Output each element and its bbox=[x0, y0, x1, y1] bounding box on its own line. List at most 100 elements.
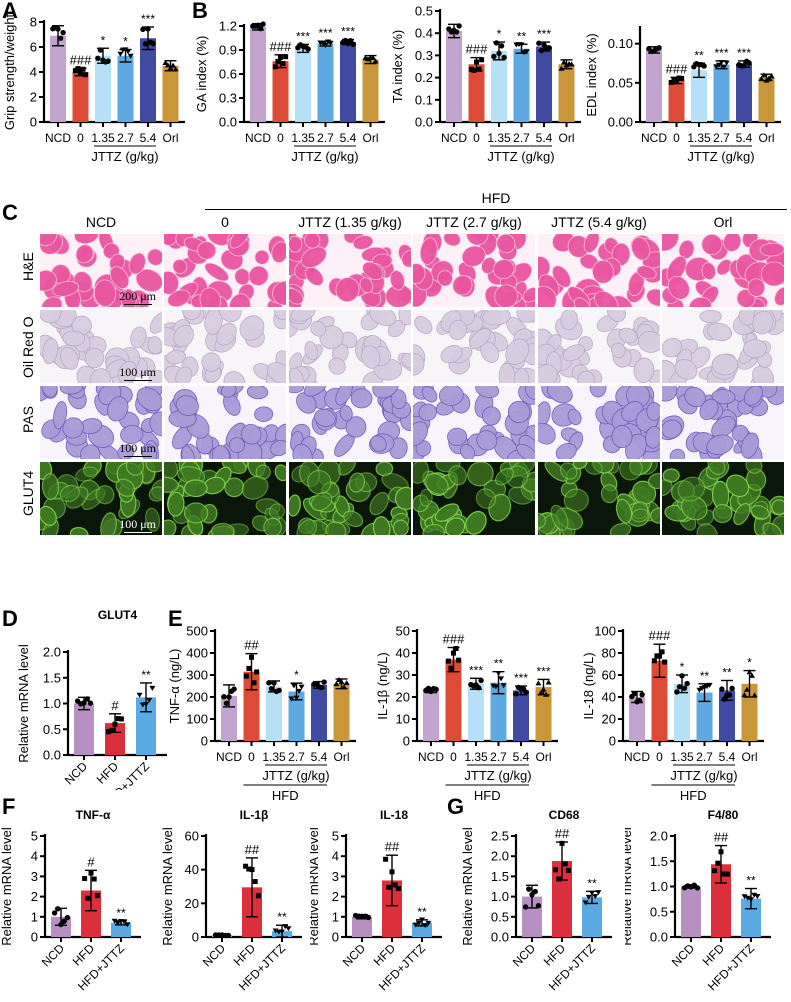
micrograph-tile: 100 μm bbox=[40, 386, 162, 459]
svg-text:2.7: 2.7 bbox=[117, 131, 134, 145]
y-axis-label: TNF-α (ng/L) bbox=[167, 649, 182, 724]
micrograph-tile bbox=[413, 462, 535, 535]
bar bbox=[333, 683, 350, 741]
svg-text:20: 20 bbox=[185, 896, 199, 911]
svg-text:***: *** bbox=[737, 46, 751, 60]
svg-text:0.5: 0.5 bbox=[43, 722, 61, 737]
micrograph-tile bbox=[164, 310, 286, 383]
chart-title: TNF-α bbox=[76, 808, 111, 822]
svg-text:500: 500 bbox=[186, 624, 208, 639]
svg-text:0: 0 bbox=[248, 750, 255, 764]
bar bbox=[288, 691, 305, 741]
svg-text:***: *** bbox=[141, 12, 155, 26]
micrograph-tile bbox=[413, 310, 535, 383]
chart-svg: TNF-α (ng/L) 0 100 200 300 400 500 NCD ## 0 1.35 * 2… bbox=[167, 624, 356, 803]
svg-text:***: *** bbox=[318, 26, 332, 40]
chart-ta-index: TA index (%) 0.0 0.1 0.2 0.3 0.4 0.5 NCD ### 0 * 1.… bbox=[390, 0, 585, 184]
svg-text:***: *** bbox=[469, 663, 483, 677]
bar bbox=[250, 26, 266, 122]
y-axis-label: Relative mRNA level bbox=[462, 827, 475, 946]
svg-text:***: *** bbox=[714, 46, 728, 60]
micrograph-panel: HFD NCD 0 JTTZ (1.35 g/kg) JTTZ (2.7 g/kg) J… bbox=[0, 190, 791, 600]
svg-text:3: 3 bbox=[332, 869, 339, 884]
y-axis-label: Grip strength/weight bbox=[2, 13, 17, 130]
svg-text:2.0: 2.0 bbox=[650, 829, 668, 844]
panel-label-b: B bbox=[192, 0, 208, 23]
y-axis-label: IL-1β (ng/L) bbox=[375, 652, 390, 719]
svg-text:**: ** bbox=[746, 874, 756, 888]
scale-bar: 200 μm bbox=[119, 289, 156, 305]
svg-text:0.5: 0.5 bbox=[650, 904, 668, 919]
svg-text:1: 1 bbox=[332, 909, 339, 924]
bar bbox=[681, 886, 701, 937]
svg-text:0.6: 0.6 bbox=[219, 67, 237, 82]
svg-text:*: * bbox=[294, 668, 299, 682]
svg-text:1.2: 1.2 bbox=[219, 19, 237, 34]
svg-text:0: 0 bbox=[201, 734, 208, 749]
y-axis-label: Relative mRNA level bbox=[625, 827, 634, 946]
svg-text:0: 0 bbox=[673, 131, 680, 145]
svg-text:1.0: 1.0 bbox=[650, 879, 668, 894]
svg-text:100: 100 bbox=[186, 712, 208, 727]
bar bbox=[162, 65, 179, 122]
svg-text:###: ### bbox=[443, 632, 465, 647]
bar bbox=[691, 70, 707, 122]
svg-text:#: # bbox=[87, 854, 95, 869]
bar bbox=[535, 687, 552, 741]
svg-text:0.0: 0.0 bbox=[650, 930, 668, 945]
svg-text:0.5: 0.5 bbox=[491, 909, 509, 924]
bar bbox=[317, 43, 334, 122]
svg-text:#: # bbox=[111, 698, 119, 713]
bar bbox=[468, 64, 485, 122]
y-axis-label: IL-18 (ng/L) bbox=[581, 652, 596, 719]
micrograph-tile bbox=[662, 462, 784, 535]
svg-text:***: *** bbox=[537, 27, 551, 41]
svg-text:1.35: 1.35 bbox=[670, 750, 694, 764]
svg-text:NCD: NCD bbox=[624, 750, 650, 764]
bar bbox=[95, 55, 111, 122]
micrograph-tile bbox=[662, 310, 784, 383]
chart-svg: GA index (%) 0.0 0.3 0.6 0.9 1.2 NCD ### 0 *** 1.3… bbox=[194, 19, 385, 184]
panel-label-a: A bbox=[2, 0, 18, 23]
chart-glut4-mrna: GLUT4 Relative mRNA level 0.0 0.5 1.0 1.5 2.0 N… bbox=[0, 605, 170, 811]
svg-text:**: ** bbox=[277, 910, 287, 924]
micrograph-tile bbox=[662, 234, 784, 307]
bar bbox=[266, 686, 282, 741]
micrograph-tile: 100 μm bbox=[40, 310, 162, 383]
svg-text:JTTZ (g/kg): JTTZ (g/kg) bbox=[687, 149, 754, 164]
svg-text:0.05: 0.05 bbox=[608, 75, 633, 90]
svg-text:0.5: 0.5 bbox=[415, 4, 433, 19]
bar bbox=[741, 683, 758, 741]
micrograph-tile bbox=[289, 234, 411, 307]
svg-text:5.4: 5.4 bbox=[513, 750, 530, 764]
bar bbox=[674, 683, 690, 741]
svg-text:1.5: 1.5 bbox=[43, 670, 61, 685]
svg-text:2.7: 2.7 bbox=[713, 131, 730, 145]
svg-text:0: 0 bbox=[192, 930, 199, 945]
bar bbox=[117, 55, 134, 122]
chart-f-tnf-alpha-mrna: TNF-α Relative mRNA level 0 1 2 3 4 5 NCD # HFD ** H… bbox=[0, 805, 160, 997]
chart-svg: IL-18 (ng/L) 0 20 40 60 80 100 NCD ### 0 * 1.35 ** 2.… bbox=[581, 624, 764, 803]
svg-text:0: 0 bbox=[609, 734, 616, 749]
svg-text:400: 400 bbox=[186, 646, 208, 661]
svg-text:20: 20 bbox=[602, 712, 616, 727]
micrograph-tile bbox=[538, 462, 660, 535]
svg-text:0: 0 bbox=[77, 131, 84, 145]
y-axis-label: Relative mRNA level bbox=[310, 827, 321, 946]
chart-title: CD68 bbox=[549, 808, 580, 822]
svg-text:2.7: 2.7 bbox=[696, 750, 713, 764]
svg-text:***: *** bbox=[341, 25, 355, 39]
panel-label-c: C bbox=[2, 200, 18, 225]
svg-text:40: 40 bbox=[396, 646, 410, 661]
svg-text:NCD: NCD bbox=[669, 941, 698, 970]
svg-text:*: * bbox=[101, 33, 106, 47]
svg-text:HFD: HFD bbox=[272, 788, 299, 803]
svg-text:NCD: NCD bbox=[200, 941, 229, 970]
chart-svg: EDL index (%) 0.00 0.05 0.10 NCD ### 0 ** 1.35 **… bbox=[584, 26, 781, 184]
bar bbox=[491, 50, 507, 122]
micrograph-column-label: JTTZ (2.7 g/kg) bbox=[426, 214, 522, 230]
chart-g-f480-mrna: F4/80 Relative mRNA level 0.0 0.5 1.0 1.5 2.0 N… bbox=[619, 805, 791, 997]
svg-text:0: 0 bbox=[473, 131, 480, 145]
svg-text:5.4: 5.4 bbox=[311, 750, 328, 764]
